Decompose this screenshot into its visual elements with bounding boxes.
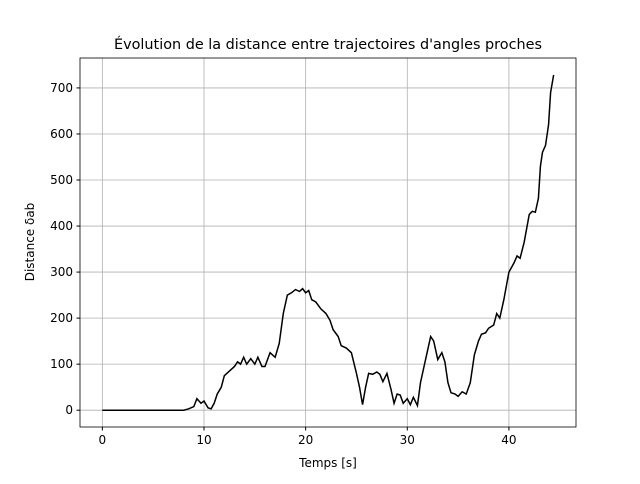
y-axis-label: Distance δab [23,203,37,282]
y-tick-label: 500 [50,173,73,187]
x-axis-label: Temps [s] [298,456,357,470]
y-tick-label: 600 [50,127,73,141]
y-tick-label: 0 [65,403,73,417]
x-tick-label: 10 [196,433,211,447]
y-tick-label: 400 [50,219,73,233]
x-tick-label: 0 [99,433,107,447]
y-tick-label: 200 [50,311,73,325]
chart-title: Évolution de la distance entre trajectoi… [114,36,542,53]
line [102,74,555,411]
x-tick-label: 20 [298,433,313,447]
x-tick-label: 40 [501,433,516,447]
y-tick-label: 100 [50,357,73,371]
x-tick-label: 30 [400,433,415,447]
y-tick-label: 300 [50,265,73,279]
plot-frame [79,57,577,428]
y-tick-label: 700 [50,81,73,95]
